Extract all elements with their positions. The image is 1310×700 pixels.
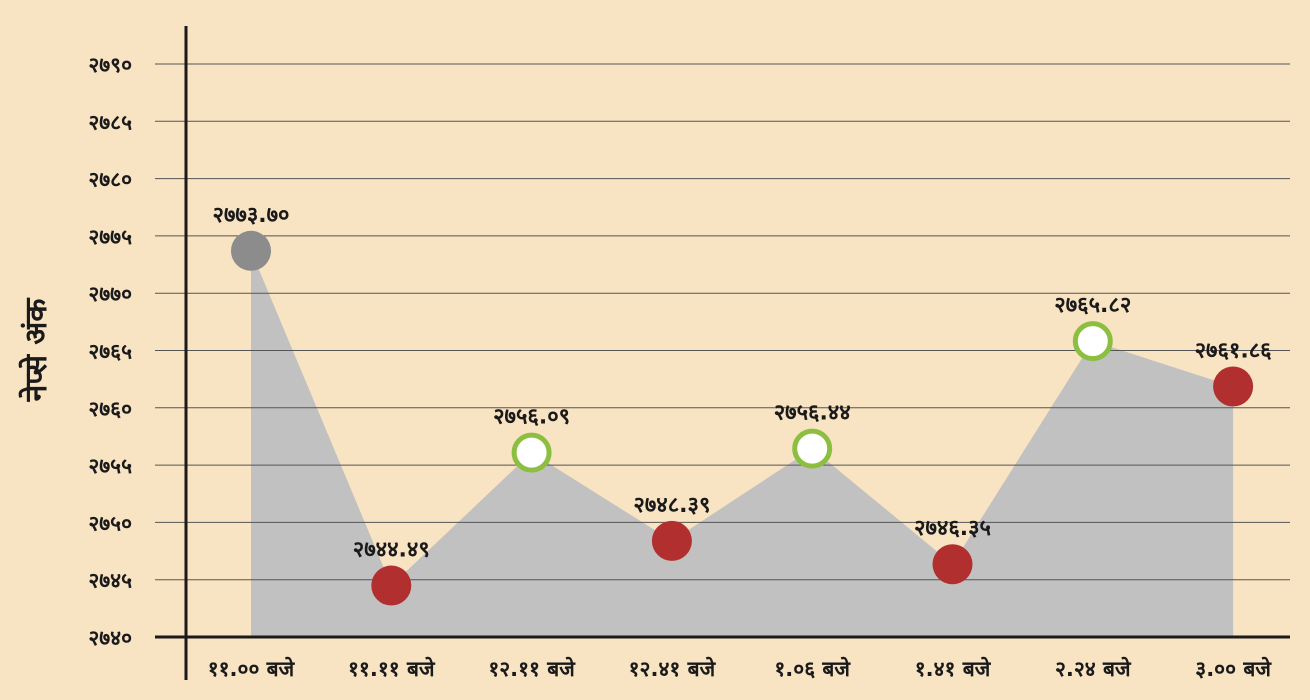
data-label: २७५६.४४ [774,401,851,426]
x-tick-label: ११.०० बजे [208,656,296,681]
data-point-down [371,565,412,606]
x-tick-label: १२.४१ बजे [629,656,717,681]
x-tick-label: २.२४ बजे [1055,656,1132,681]
data-label: २७४८.३९ [633,493,710,518]
data-label: २७६५.८२ [1054,293,1131,318]
x-tick-label: ११.११ बजे [348,656,436,681]
y-axis-title: नेप्से अंक [18,298,54,403]
y-tick-label: २७६० [88,397,132,421]
data-point-down [932,544,973,585]
y-tick-label: २७५० [88,511,132,535]
x-tick-label: १२.११ बजे [488,656,576,681]
y-tick-label: २७८० [88,168,132,192]
data-label: २७४६.३५ [914,516,991,541]
x-tick-label: १.४१ बजे [915,656,992,681]
area-series [251,250,1234,637]
y-tick-label: २७४० [88,626,132,650]
y-tick-label: २७७० [88,282,132,306]
data-point-up [511,432,552,473]
data-label: २७४४.४९ [353,538,430,563]
data-point-up [792,428,833,469]
data-point-down [651,520,692,561]
y-tick-label: २७६५ [88,340,132,364]
data-point-up [1072,321,1113,362]
x-tick-label: ३.०० बजे [1195,656,1272,681]
y-tick-label: २७९० [88,53,132,77]
y-tick-label: २७४५ [88,569,132,593]
data-label: २७६१.८६ [1195,338,1273,363]
data-label: २७५६.०९ [493,405,570,430]
gridlines [155,63,1290,581]
x-tick-label: १.०६ बजे [774,656,851,681]
y-tick-label: २७८५ [88,110,132,134]
y-tick-label: २७५५ [88,454,132,478]
data-label: २७७३.७० [213,203,290,228]
data-point [231,230,271,271]
y-tick-label: २७७५ [88,225,132,249]
data-point-down [1213,366,1254,407]
